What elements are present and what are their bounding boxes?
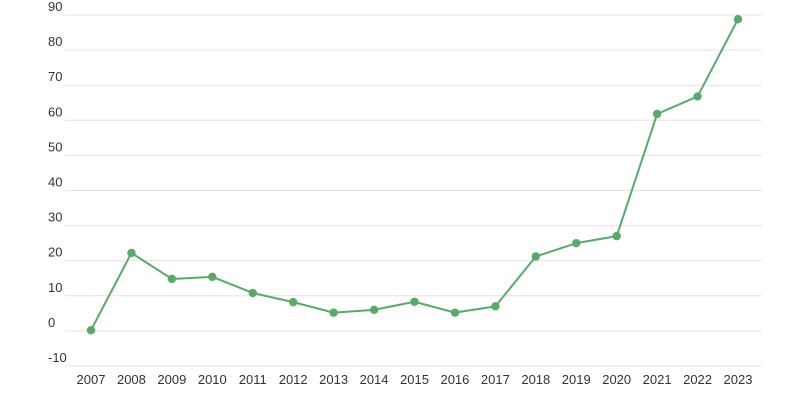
- data-point-2009: [167, 274, 177, 284]
- x-tick-label: 2015: [400, 372, 429, 387]
- data-point-2008: [127, 248, 136, 258]
- x-tick-label: 2010: [198, 372, 227, 387]
- data-point-2022: [693, 92, 702, 101]
- data-point-2015: [410, 297, 419, 306]
- x-tick-label: 2014: [360, 372, 389, 387]
- y-tick-label: 20: [48, 245, 62, 260]
- y-tick-label: 30: [48, 210, 62, 225]
- data-point-2014: [369, 305, 379, 315]
- data-point-2011: [248, 288, 257, 298]
- grid-layer: [65, 14, 762, 367]
- x-tick-label: 2021: [643, 372, 672, 387]
- y-tick-label: 50: [48, 139, 62, 154]
- x-tick-label: 2022: [683, 372, 712, 387]
- data-point-2010: [208, 272, 217, 282]
- x-tick-label: 2008: [117, 372, 146, 387]
- y-tick-label: 0: [48, 315, 55, 330]
- data-point-2007: [86, 325, 96, 335]
- x-axis-ticks: 2007 2008 2009 2010 2011 2012 2013 2014 2015 2016…: [77, 372, 753, 387]
- y-tick-label: 10: [48, 280, 62, 295]
- x-tick-label: 2018: [521, 372, 550, 387]
- series-line: [90, 18, 739, 332]
- y-axis-ticks: 90 80 70 60 50 40 30 20 10 0 -10: [48, 0, 67, 365]
- x-tick-label: 2009: [157, 372, 186, 387]
- y-tick-label: 80: [48, 34, 62, 49]
- y-tick-label: 90: [48, 0, 62, 14]
- x-tick-label: 2016: [440, 372, 469, 387]
- x-tick-label: 2017: [481, 372, 510, 387]
- series-layer: [86, 15, 743, 335]
- x-tick-label: 2007: [77, 372, 106, 387]
- x-tick-label: 2020: [602, 372, 631, 387]
- y-tick-label: -10: [48, 350, 67, 365]
- data-point-2018: [531, 252, 541, 261]
- x-tick-label: 2013: [319, 372, 348, 387]
- data-point-2013: [329, 308, 338, 317]
- data-point-2019: [572, 238, 581, 248]
- y-tick-label: 40: [48, 175, 62, 190]
- data-point-2016: [450, 308, 460, 317]
- x-tick-label: 2011: [239, 372, 267, 387]
- x-tick-label: 2019: [562, 372, 591, 387]
- data-point-2020: [612, 231, 621, 241]
- data-point-2023: [733, 15, 743, 24]
- data-point-2021: [652, 109, 662, 119]
- y-tick-label: 70: [48, 69, 62, 84]
- data-point-2017: [491, 302, 500, 311]
- data-point-2012: [288, 297, 298, 307]
- y-tick-label: 60: [48, 104, 62, 119]
- x-tick-label: 2012: [279, 372, 308, 387]
- x-tick-label: 2023: [724, 372, 753, 387]
